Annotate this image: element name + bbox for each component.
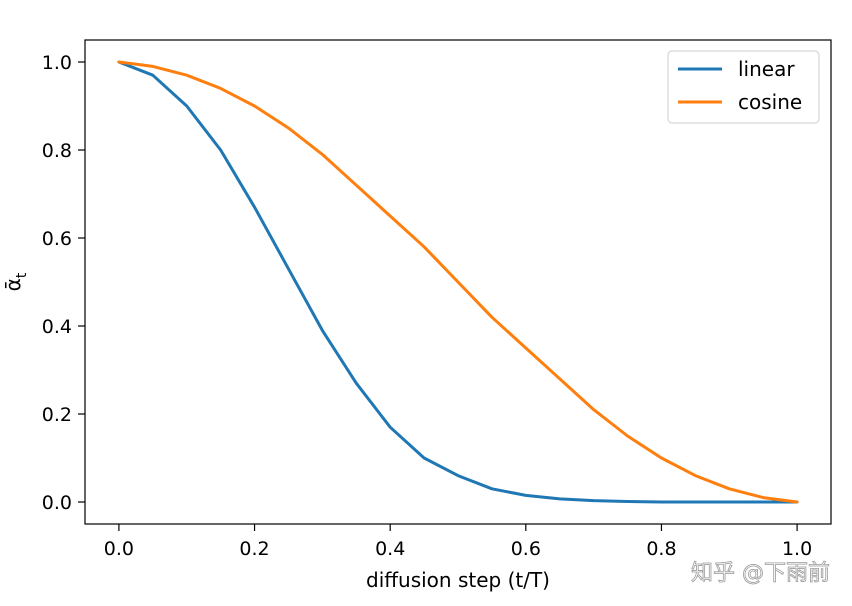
x-tick-label: 0.2 — [239, 538, 269, 560]
x-axis-label: diffusion step (t/T) — [366, 568, 550, 592]
x-tick-label: 0.4 — [375, 538, 405, 560]
y-tick-label: 0.2 — [42, 404, 72, 426]
x-tick-label: 0.8 — [646, 538, 676, 560]
y-axis-label-subscript: t — [14, 272, 30, 278]
y-tick-label: 0.4 — [42, 316, 72, 338]
x-tick-label: 0.6 — [511, 538, 541, 560]
series-line-linear — [117, 60, 799, 504]
watermark: 知乎 @下雨前 — [691, 561, 830, 586]
legend-label-cosine: cosine — [738, 90, 802, 114]
y-axis-label: ᾱt — [1, 272, 30, 291]
y-tick-label: 1.0 — [42, 52, 72, 74]
y-axis-label-main: ᾱ — [1, 278, 25, 291]
x-axis-ticks: 0.0 0.2 0.4 0.6 0.8 1.0 — [104, 524, 812, 560]
legend: linear cosine — [667, 50, 820, 124]
x-tick-label: 1.0 — [782, 538, 812, 560]
series-line-cosine — [117, 60, 799, 504]
y-tick-label: 0.8 — [42, 140, 72, 162]
legend-label-linear: linear — [738, 57, 795, 81]
y-tick-label: 0.0 — [42, 492, 72, 514]
y-axis-ticks: 0.0 0.2 0.4 0.6 0.8 1.0 — [42, 52, 85, 514]
x-tick-label: 0.0 — [104, 538, 134, 560]
series-layer — [117, 60, 799, 504]
y-tick-label: 0.6 — [42, 228, 72, 250]
